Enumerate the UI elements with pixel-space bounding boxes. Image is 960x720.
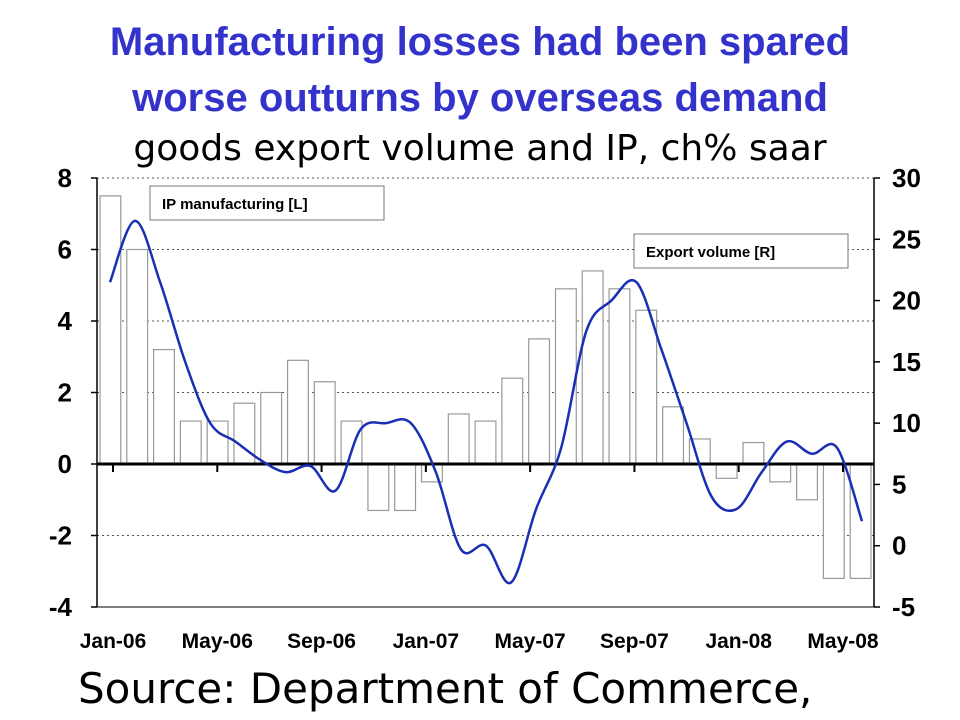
left-tick-label: 6 bbox=[58, 235, 72, 265]
chart-subtitle: goods export volume and IP, ch% saar bbox=[133, 128, 827, 169]
ip-bar bbox=[367, 463, 390, 512]
x-tick-label: Sep-07 bbox=[600, 630, 669, 653]
right-tick-label: 5 bbox=[892, 469, 906, 499]
right-axis-ticks: -5 0 5 10 15 20 25 30 bbox=[874, 163, 921, 622]
x-tick-label: May-06 bbox=[182, 630, 253, 653]
ip-bar bbox=[796, 463, 819, 501]
x-tick-label: Jan-06 bbox=[80, 630, 147, 653]
left-axis-ticks: -4 -2 0 2 4 6 8 bbox=[49, 163, 97, 622]
ip-bar bbox=[769, 463, 792, 483]
left-tick-label: 2 bbox=[58, 378, 72, 408]
ip-bar bbox=[126, 248, 149, 465]
x-tick-label: Jan-08 bbox=[705, 630, 772, 653]
ip-bar bbox=[849, 463, 872, 580]
ip-bar bbox=[715, 463, 738, 479]
x-tick-label: Sep-06 bbox=[287, 630, 356, 653]
ip-bar bbox=[340, 420, 363, 465]
ip-bar bbox=[313, 381, 336, 465]
right-tick-label: 0 bbox=[892, 531, 906, 561]
ip-bar bbox=[179, 420, 202, 465]
ip-bar bbox=[152, 349, 175, 465]
x-tick-label: May-07 bbox=[495, 630, 566, 653]
x-axis-ticks: Jan-06 May-06 Sep-06 Jan-07 May-07 Sep-07 Jan-… bbox=[80, 464, 879, 653]
chart-title-line2: worse outturns by overseas demand bbox=[132, 76, 828, 120]
ip-bar bbox=[260, 391, 283, 465]
left-tick-label: -4 bbox=[49, 592, 73, 622]
x-tick-label: May-08 bbox=[807, 630, 879, 653]
ip-bar bbox=[447, 413, 470, 465]
left-tick-label: -2 bbox=[49, 521, 72, 551]
ip-bar bbox=[608, 288, 631, 465]
right-tick-label: 15 bbox=[892, 347, 921, 377]
ip-bar bbox=[554, 288, 577, 465]
export-volume-line bbox=[108, 219, 864, 585]
right-tick-label: 25 bbox=[892, 224, 921, 254]
ip-bar bbox=[822, 463, 845, 580]
x-tick-label: Jan-07 bbox=[393, 630, 460, 653]
left-tick-label: 4 bbox=[58, 306, 73, 336]
ip-bar bbox=[206, 420, 229, 465]
source-note: Source: Department of Commerce, bbox=[78, 664, 813, 713]
right-tick-label: 10 bbox=[892, 408, 921, 438]
ip-bar bbox=[742, 441, 765, 465]
legend-box-export: Export volume [R] bbox=[633, 233, 849, 269]
right-tick-label: 20 bbox=[892, 286, 921, 316]
ip-bar bbox=[581, 270, 604, 465]
ip-bar bbox=[662, 406, 685, 465]
left-tick-label: 8 bbox=[58, 163, 72, 193]
legend-export-volume: Export volume [R] bbox=[646, 244, 775, 261]
right-tick-label: -5 bbox=[892, 592, 915, 622]
ip-bar bbox=[528, 338, 551, 465]
ip-bar bbox=[99, 195, 122, 465]
ip-bars bbox=[99, 195, 872, 580]
ip-bar bbox=[635, 309, 658, 465]
legend-box-ip: IP manufacturing [L] bbox=[149, 185, 385, 221]
ip-bar bbox=[501, 377, 524, 465]
ip-bar bbox=[286, 359, 309, 465]
right-tick-label: 30 bbox=[892, 163, 921, 193]
legend-ip-manufacturing: IP manufacturing [L] bbox=[162, 196, 308, 213]
chart-title-line1: Manufacturing losses had been spared bbox=[109, 20, 851, 64]
ip-bar bbox=[394, 463, 417, 512]
left-tick-label: 0 bbox=[58, 449, 72, 479]
ip-bar bbox=[474, 420, 497, 465]
